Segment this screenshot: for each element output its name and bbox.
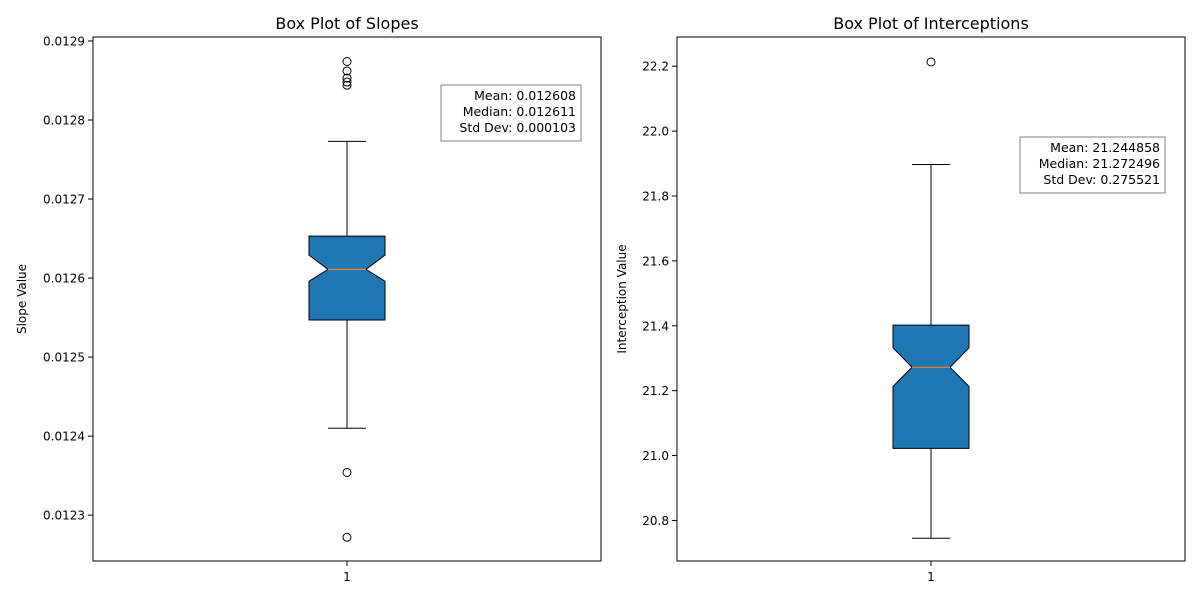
interceptions-y-tick-label: 21.8 <box>642 189 669 203</box>
slopes-stats-line: Mean: 0.012608 <box>474 88 576 103</box>
slopes-outlier-point <box>342 77 352 87</box>
slopes-y-tick-label: 0.0123 <box>43 509 85 523</box>
slopes-outlier-point <box>342 66 352 76</box>
slopes-outlier-point <box>342 57 352 67</box>
interceptions-x-tick-label: 1 <box>927 570 935 584</box>
interceptions-y-tick-label: 21.4 <box>642 319 669 333</box>
slopes-outlier-point <box>342 467 352 477</box>
slopes-panel: Box Plot of Slopes Slope Value 0.0123 0.0… <box>15 14 602 584</box>
slopes-outlier-point <box>342 80 352 90</box>
slopes-y-tick-label: 0.0125 <box>43 351 85 365</box>
slopes-x-tick-label: 1 <box>343 570 351 584</box>
slopes-y-tick-label: 0.0128 <box>43 113 85 127</box>
slopes-stats-line: Median: 0.012611 <box>463 104 576 119</box>
interceptions-y-tick-label: 21.2 <box>642 384 669 398</box>
interceptions-y-tick-label: 20.8 <box>642 514 669 528</box>
interceptions-stats-line: Std Dev: 0.275521 <box>1043 172 1160 187</box>
slopes-y-tick-label: 0.0124 <box>43 430 85 444</box>
slopes-y-tick-label: 0.0129 <box>43 34 85 48</box>
interceptions-y-axis-label: Interception Value <box>615 244 629 353</box>
slopes-y-tick-label: 0.0126 <box>43 272 85 286</box>
interceptions-y-tick-label: 22.2 <box>642 60 669 74</box>
slopes-stats-box <box>440 84 582 142</box>
interceptions-stats-line: Median: 21.272496 <box>1039 156 1160 171</box>
slopes-outlier-point <box>342 532 352 542</box>
interceptions-y-tick-label: 21.6 <box>642 254 669 268</box>
slopes-box <box>308 235 386 321</box>
interceptions-y-tick-label: 22.0 <box>642 125 669 139</box>
interceptions-stats-line: Mean: 21.244858 <box>1050 140 1160 155</box>
interceptions-panel: Box Plot of Interceptions Interception V… <box>615 14 1186 584</box>
interceptions-stats-box <box>1019 136 1166 194</box>
slopes-title: Box Plot of Slopes <box>275 14 418 33</box>
interceptions-box <box>892 324 970 449</box>
interceptions-y-tick-label: 21.0 <box>642 449 669 463</box>
interceptions-title: Box Plot of Interceptions <box>833 14 1029 33</box>
interceptions-outlier-point <box>926 57 936 67</box>
slopes-stats-line: Std Dev: 0.000103 <box>459 120 576 135</box>
slopes-y-axis-label: Slope Value <box>15 264 29 334</box>
slopes-y-tick-label: 0.0127 <box>43 193 85 207</box>
slopes-outlier-point <box>342 73 352 83</box>
